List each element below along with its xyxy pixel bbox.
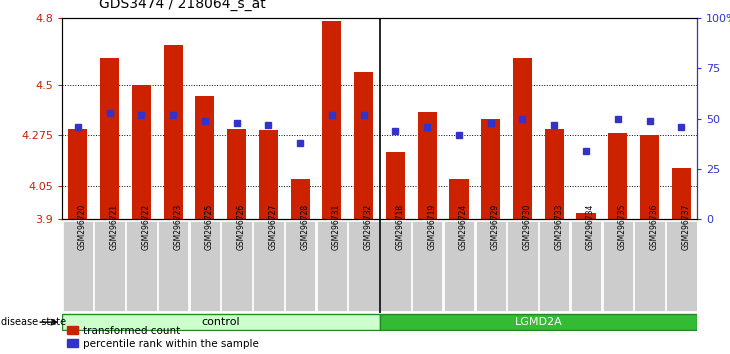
- FancyBboxPatch shape: [602, 221, 633, 312]
- FancyBboxPatch shape: [158, 221, 188, 312]
- Bar: [545, 129, 564, 219]
- FancyBboxPatch shape: [380, 221, 411, 312]
- FancyBboxPatch shape: [412, 221, 442, 312]
- Bar: [227, 129, 246, 219]
- Text: GSM296737: GSM296737: [681, 204, 691, 250]
- Text: GSM296735: GSM296735: [618, 204, 627, 250]
- Bar: [100, 58, 119, 219]
- FancyBboxPatch shape: [380, 314, 697, 330]
- FancyBboxPatch shape: [94, 221, 125, 312]
- Text: LGMD2A: LGMD2A: [515, 317, 562, 327]
- Bar: [577, 213, 596, 219]
- FancyBboxPatch shape: [317, 221, 347, 312]
- Bar: [291, 179, 310, 219]
- Text: GSM296726: GSM296726: [237, 204, 246, 250]
- Text: GSM296730: GSM296730: [523, 204, 531, 250]
- Text: GSM296731: GSM296731: [332, 204, 341, 250]
- FancyBboxPatch shape: [634, 221, 665, 312]
- FancyBboxPatch shape: [62, 314, 380, 330]
- Bar: [323, 21, 342, 219]
- FancyBboxPatch shape: [507, 221, 538, 312]
- Bar: [672, 168, 691, 219]
- Bar: [164, 45, 182, 219]
- FancyBboxPatch shape: [348, 221, 379, 312]
- Text: GSM296728: GSM296728: [300, 204, 310, 250]
- Text: GSM296721: GSM296721: [110, 204, 119, 250]
- FancyBboxPatch shape: [444, 221, 474, 312]
- Bar: [354, 72, 373, 219]
- FancyBboxPatch shape: [63, 221, 93, 312]
- Bar: [386, 152, 405, 219]
- FancyBboxPatch shape: [285, 221, 315, 312]
- FancyBboxPatch shape: [571, 221, 602, 312]
- FancyBboxPatch shape: [253, 221, 284, 312]
- Bar: [608, 133, 627, 219]
- FancyBboxPatch shape: [126, 221, 157, 312]
- Text: GSM296733: GSM296733: [554, 204, 564, 250]
- Bar: [513, 58, 532, 219]
- Text: GSM296723: GSM296723: [173, 204, 182, 250]
- Text: GSM296736: GSM296736: [650, 204, 658, 250]
- Text: GSM296725: GSM296725: [205, 204, 214, 250]
- Text: GSM296719: GSM296719: [427, 204, 437, 250]
- Text: GSM296727: GSM296727: [269, 204, 277, 250]
- FancyBboxPatch shape: [221, 221, 252, 312]
- Text: GSM296720: GSM296720: [78, 204, 87, 250]
- Text: GSM296729: GSM296729: [491, 204, 500, 250]
- Bar: [481, 119, 500, 219]
- Bar: [640, 135, 659, 219]
- Text: GSM296724: GSM296724: [459, 204, 468, 250]
- Bar: [69, 129, 88, 219]
- Text: GSM296718: GSM296718: [396, 204, 404, 250]
- FancyBboxPatch shape: [190, 221, 220, 312]
- Bar: [450, 179, 469, 219]
- Bar: [259, 130, 278, 219]
- Bar: [196, 96, 215, 219]
- Text: GDS3474 / 218064_s_at: GDS3474 / 218064_s_at: [99, 0, 265, 11]
- Bar: [418, 112, 437, 219]
- FancyBboxPatch shape: [539, 221, 569, 312]
- Text: disease state: disease state: [1, 317, 66, 327]
- FancyBboxPatch shape: [475, 221, 506, 312]
- Text: GSM296732: GSM296732: [364, 204, 373, 250]
- Bar: [132, 85, 151, 219]
- Text: control: control: [201, 317, 240, 327]
- Text: GSM296722: GSM296722: [142, 204, 150, 250]
- FancyBboxPatch shape: [666, 221, 696, 312]
- Legend: transformed count, percentile rank within the sample: transformed count, percentile rank withi…: [67, 326, 258, 349]
- Text: GSM296734: GSM296734: [586, 204, 595, 250]
